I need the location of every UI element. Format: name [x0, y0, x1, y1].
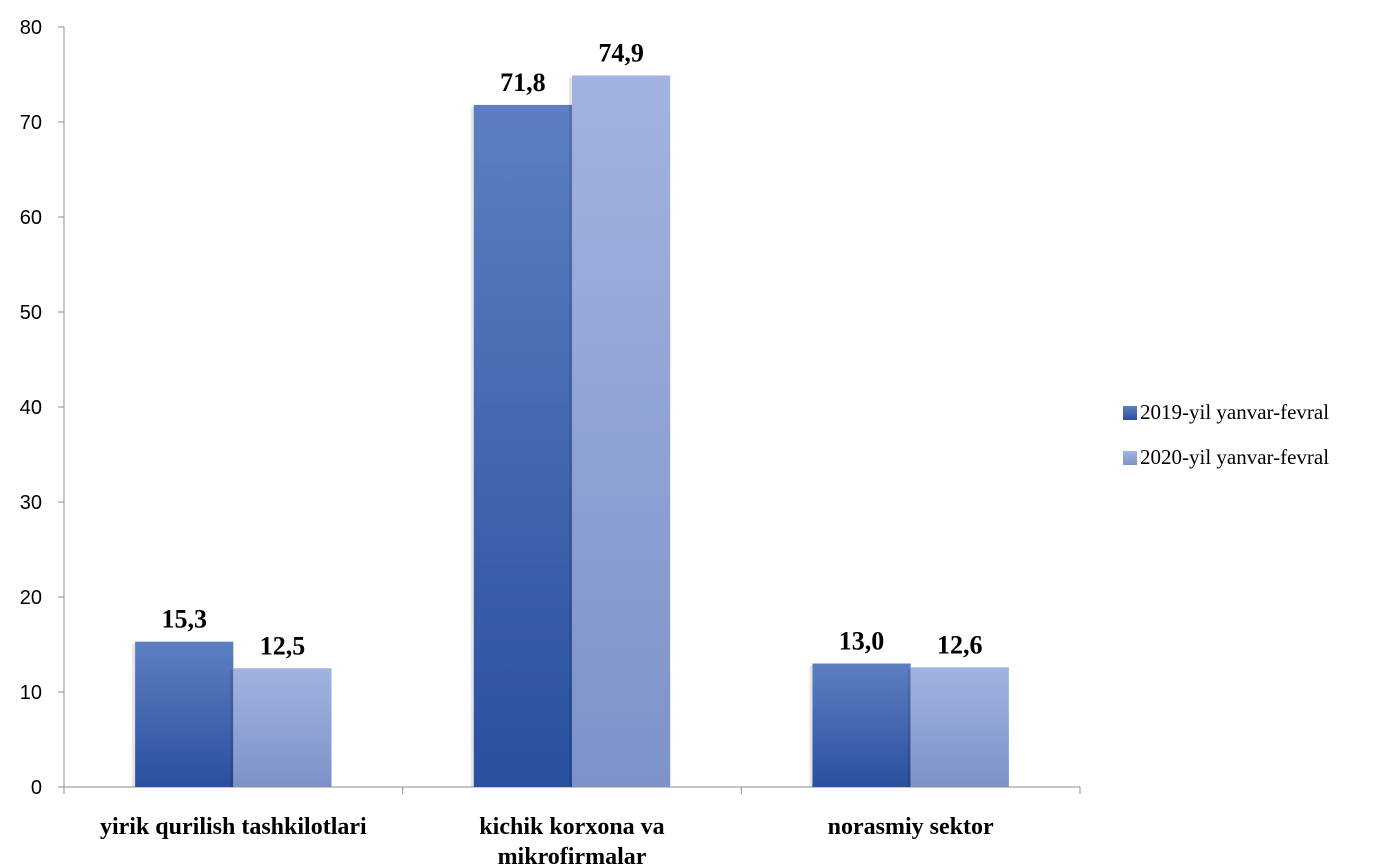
- axes: 0 10 20 30 40 50 60 70 80 yirik qurilish tashkilo…: [20, 17, 1081, 866]
- legend-label: 2019-yil yanvar-fevral: [1140, 400, 1329, 424]
- y-tick-label: 60: [20, 207, 42, 229]
- data-label: 74,9: [598, 38, 644, 67]
- bar-2019: [135, 641, 234, 787]
- legend-swatch: [1123, 451, 1137, 465]
- x-category-label: kichik korxona va: [479, 814, 664, 840]
- data-labels: 15,3 71,8 13,0 12,5 74,9 12,6: [161, 38, 982, 660]
- bar-2019: [473, 104, 572, 787]
- x-category-label: norasmiy sektor: [828, 814, 994, 840]
- y-tick-label: 10: [20, 682, 42, 704]
- data-label: 71,8: [500, 68, 546, 97]
- legend-label: 2020-yil yanvar-fevral: [1140, 445, 1329, 469]
- x-category-label: mikrofirmalar: [498, 844, 647, 866]
- y-tick-label: 30: [20, 492, 42, 514]
- legend: 2019-yil yanvar-fevral 2020-yil yanvar-fe…: [1123, 400, 1329, 469]
- data-label: 15,3: [161, 605, 207, 634]
- bar-2020: [910, 667, 1009, 787]
- y-tick-label: 50: [20, 302, 42, 324]
- y-tick-label: 80: [20, 17, 42, 39]
- x-category-label: yirik qurilish tashkilotlari: [100, 814, 367, 840]
- bar-2020: [572, 75, 671, 787]
- legend-swatch: [1123, 406, 1137, 420]
- data-label: 13,0: [839, 627, 885, 656]
- bar-2020: [233, 668, 332, 787]
- data-label: 12,6: [937, 630, 983, 659]
- bars: [132, 75, 1009, 787]
- y-tick-label: 40: [20, 397, 42, 419]
- y-tick-label: 70: [20, 112, 42, 134]
- y-tick-label: 0: [31, 777, 42, 799]
- y-tick-label: 20: [20, 587, 42, 609]
- data-label: 12,5: [260, 631, 306, 660]
- bar-2019: [812, 663, 911, 787]
